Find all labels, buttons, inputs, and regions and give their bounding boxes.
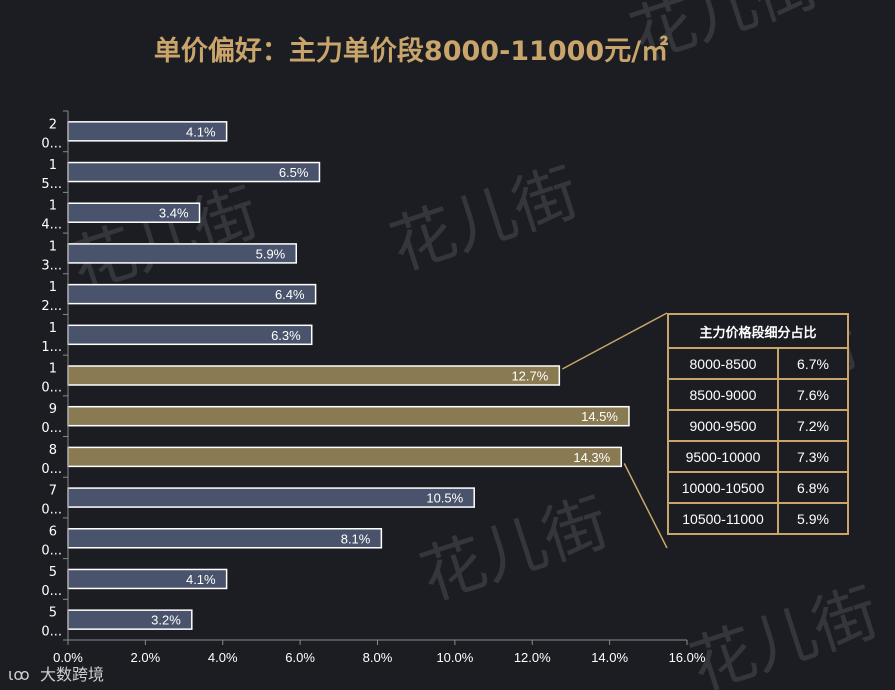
x-tick-label: 8.0%	[363, 650, 393, 665]
x-axis: 0.0% 2.0% 4.0% 6.0% 8.0% 10.0% 12.0% 14.0% 16.0%	[53, 110, 706, 665]
category-label-line2: 0...	[41, 503, 62, 518]
x-tick-label: 14.0%	[591, 650, 628, 665]
share-cell: 7.3%	[777, 440, 849, 473]
data-label: 6.3%	[271, 328, 301, 343]
price-range-cell: 8000-8500	[667, 347, 779, 380]
price-range-cell: 8500-9000	[667, 378, 779, 411]
bar	[67, 446, 622, 468]
category-label-line2: 3...	[41, 258, 62, 273]
share-cell: 6.7%	[777, 347, 849, 380]
category-label: 8	[49, 443, 57, 458]
table-row: 9000-9500 7.2%	[667, 409, 849, 442]
category-label: 1	[49, 239, 57, 254]
share-cell: 7.6%	[777, 378, 849, 411]
category-label-line2: 5...	[41, 177, 62, 192]
watermark: 花儿街	[382, 156, 587, 286]
table-row: 8500-9000 7.6%	[667, 378, 849, 411]
x-tick-label: 12.0%	[514, 650, 551, 665]
data-label: 8.1%	[341, 531, 371, 546]
x-tick-label: 10.0%	[436, 650, 473, 665]
category-label: 6	[49, 524, 57, 539]
bar	[67, 487, 475, 508]
category-label-line2: 2...	[41, 299, 62, 314]
category-label: 1	[49, 321, 57, 336]
table-row: 10500-11000 5.9%	[667, 502, 849, 535]
category-label: 1	[49, 280, 57, 295]
data-label: 4.1%	[186, 572, 216, 587]
data-label: 4.1%	[186, 124, 216, 139]
category-label-line2: 0...	[41, 543, 62, 558]
category-label-line2: 4...	[41, 218, 62, 233]
price-range-cell: 10000-10500	[667, 471, 779, 504]
category-label: 1	[49, 362, 57, 377]
category-label-line2: 0...	[41, 381, 62, 396]
data-label: 5.9%	[256, 246, 286, 261]
category-label: 1	[49, 199, 57, 214]
data-label: 3.4%	[159, 206, 189, 221]
table-row: 9500-10000 7.3%	[667, 440, 849, 473]
data-label: 14.5%	[581, 409, 618, 424]
share-cell: 5.9%	[777, 502, 849, 535]
x-tick-label: 4.0%	[208, 650, 238, 665]
callout-line-top	[561, 312, 668, 370]
data-label: 3.2%	[151, 613, 181, 628]
data-label: 6.4%	[275, 287, 305, 302]
category-label-line2: 0...	[41, 462, 62, 477]
category-label: 7	[49, 484, 57, 499]
price-range-cell: 9000-9500	[667, 409, 779, 442]
x-tick-label: 16.0%	[669, 650, 706, 665]
table-header: 主力价格段细分占比	[667, 313, 849, 349]
bar	[67, 365, 561, 386]
table-body: 8000-8500 6.7% 8500-9000 7.6% 9000-9500 7.2% 9…	[667, 347, 849, 535]
logo-mark: ιꝏ	[8, 665, 30, 684]
category-label: 5	[49, 606, 57, 621]
data-label: 12.7%	[511, 369, 548, 384]
data-label: 10.5%	[426, 491, 463, 506]
category-label: 5	[49, 565, 57, 580]
x-tick-label: 2.0%	[131, 650, 161, 665]
data-label: 6.5%	[279, 165, 309, 180]
bar	[67, 405, 630, 427]
price-range-cell: 10500-11000	[667, 502, 779, 535]
bar	[67, 528, 383, 549]
x-tick-label: 6.0%	[285, 650, 315, 665]
table-row: 10000-10500 6.8%	[667, 471, 849, 504]
category-label-line2: 0...	[41, 584, 62, 599]
share-cell: 6.8%	[777, 471, 849, 504]
watermark: 花儿街	[682, 576, 887, 690]
category-label-line2: 0...	[41, 136, 62, 151]
data-label: 14.3%	[573, 450, 610, 465]
logo-text: 大数跨境	[40, 665, 104, 684]
callout-line-bottom	[623, 463, 668, 549]
category-label-line2: 0...	[41, 421, 62, 436]
table-row: 8000-8500 6.7%	[667, 347, 849, 380]
category-label-line2: 0...	[41, 625, 62, 640]
price-range-cell: 9500-10000	[667, 440, 779, 473]
chart-title: 单价偏好：主力单价段8000-11000元/㎡	[154, 35, 668, 67]
category-label-line2: 1...	[41, 340, 62, 355]
category-label: 2	[49, 117, 57, 132]
table-header-row: 主力价格段细分占比	[667, 313, 849, 349]
x-tick-label: 0.0%	[53, 650, 83, 665]
price-detail-table: 主力价格段细分占比 8000-8500 6.7% 8500-9000 7.6% 9000…	[667, 313, 849, 535]
category-label: 9	[49, 402, 57, 417]
category-label: 1	[49, 158, 57, 173]
callout-lines	[561, 312, 668, 549]
share-cell: 7.2%	[777, 409, 849, 442]
